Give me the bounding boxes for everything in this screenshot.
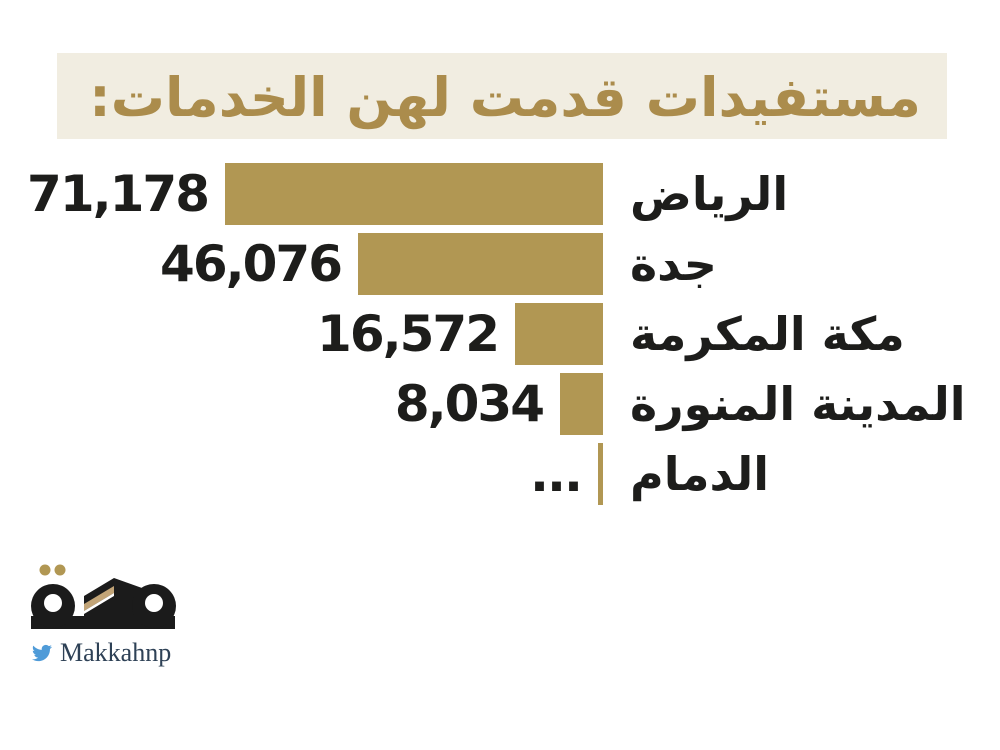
bar	[560, 373, 603, 435]
bar-city-label: المدينة المنورة	[630, 377, 966, 431]
bar-value: 16,572	[317, 305, 500, 363]
bar-city-label: مكة المكرمة	[630, 307, 905, 361]
twitter-handle: Makkahnp	[60, 638, 172, 667]
bar-value: 46,076	[160, 235, 343, 293]
bar-chart: 71,178 الرياض 46,076 جدة 16,572 مكة المك…	[0, 163, 1000, 513]
bar-value: ...	[530, 445, 583, 503]
title-band: مستفيدات قدمت لهن الخدمات:	[57, 53, 947, 139]
bar-row-makkah: 16,572 مكة المكرمة	[0, 303, 1000, 365]
bar-value: 71,178	[27, 165, 210, 223]
bar-row-dammam: ... الدمام	[0, 443, 1000, 505]
bar	[598, 443, 603, 505]
bar	[358, 233, 603, 295]
bar	[225, 163, 603, 225]
footer: Makkahnp	[28, 560, 208, 666]
bar-row-riyadh: 71,178 الرياض	[0, 163, 1000, 225]
bar-city-label: جدة	[630, 237, 717, 291]
bar-city-label: الدمام	[630, 447, 770, 501]
bar-city-label: الرياض	[630, 167, 789, 221]
twitter-bird-icon	[32, 644, 53, 662]
bar	[515, 303, 603, 365]
makkah-newspaper-logo-icon	[31, 564, 176, 629]
bar-row-jeddah: 46,076 جدة	[0, 233, 1000, 295]
page-title: مستفيدات قدمت لهن الخدمات:	[89, 66, 922, 129]
bar-row-madinah: 8,034 المدينة المنورة	[0, 373, 1000, 435]
bar-value: 8,034	[394, 375, 545, 433]
twitter-line: Makkahnp	[30, 640, 208, 666]
